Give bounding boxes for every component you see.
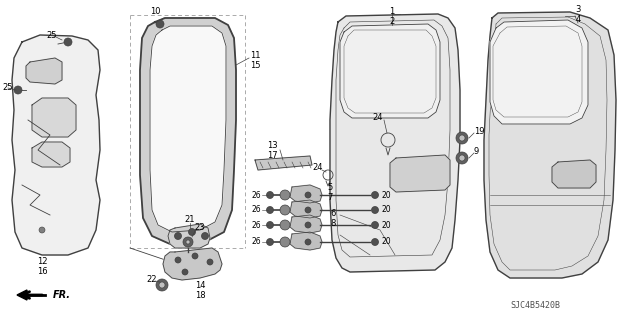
Polygon shape (32, 98, 76, 137)
Text: 1: 1 (389, 8, 395, 17)
Circle shape (175, 233, 182, 240)
Polygon shape (490, 20, 588, 124)
Circle shape (266, 221, 273, 228)
Text: 14: 14 (195, 280, 205, 290)
Polygon shape (140, 18, 236, 244)
Circle shape (459, 135, 465, 141)
Circle shape (305, 239, 311, 245)
Circle shape (371, 191, 378, 198)
Polygon shape (330, 14, 460, 272)
Polygon shape (290, 200, 322, 218)
Text: 18: 18 (195, 291, 205, 300)
Polygon shape (17, 290, 27, 300)
Text: SJC4B5420B: SJC4B5420B (510, 300, 560, 309)
Circle shape (159, 282, 165, 288)
Text: 2: 2 (389, 18, 395, 26)
Text: 26: 26 (251, 238, 261, 247)
Circle shape (266, 239, 273, 246)
Text: 26: 26 (251, 220, 261, 229)
Polygon shape (290, 215, 322, 233)
Text: 5: 5 (328, 183, 333, 192)
Text: 4: 4 (575, 16, 580, 25)
Circle shape (156, 279, 168, 291)
Circle shape (280, 205, 290, 215)
Circle shape (459, 155, 465, 161)
Polygon shape (12, 35, 100, 255)
Text: 25: 25 (47, 31, 57, 40)
Text: 10: 10 (150, 8, 160, 17)
Text: 20: 20 (382, 238, 392, 247)
Circle shape (183, 237, 193, 247)
Text: 26: 26 (251, 205, 261, 214)
Polygon shape (484, 12, 616, 278)
Circle shape (182, 269, 188, 275)
Circle shape (280, 220, 290, 230)
Circle shape (305, 222, 311, 228)
Circle shape (371, 239, 378, 246)
Circle shape (189, 228, 195, 235)
Circle shape (266, 206, 273, 213)
Text: 22: 22 (147, 276, 157, 285)
Circle shape (371, 206, 378, 213)
Circle shape (186, 240, 190, 244)
Text: 19: 19 (474, 128, 484, 137)
Circle shape (207, 259, 213, 265)
Polygon shape (290, 232, 322, 250)
Text: 24: 24 (313, 164, 323, 173)
Polygon shape (552, 160, 596, 188)
Polygon shape (290, 185, 322, 203)
Circle shape (202, 233, 209, 240)
Text: 7: 7 (327, 194, 333, 203)
Polygon shape (255, 156, 312, 170)
Circle shape (156, 20, 164, 28)
Circle shape (456, 152, 468, 164)
Circle shape (456, 132, 468, 144)
Polygon shape (150, 26, 226, 232)
Circle shape (305, 207, 311, 213)
Text: 16: 16 (36, 268, 47, 277)
Circle shape (266, 191, 273, 198)
Circle shape (14, 86, 22, 94)
Circle shape (192, 253, 198, 259)
Text: 26: 26 (251, 190, 261, 199)
Polygon shape (163, 248, 222, 280)
Text: 6: 6 (330, 209, 336, 218)
Text: 9: 9 (474, 147, 479, 157)
Text: 21: 21 (185, 216, 195, 225)
Circle shape (280, 237, 290, 247)
Text: 20: 20 (382, 205, 392, 214)
Text: 3: 3 (575, 5, 580, 14)
Polygon shape (26, 58, 62, 84)
Polygon shape (168, 224, 210, 248)
Circle shape (39, 227, 45, 233)
Text: 25: 25 (3, 84, 13, 93)
Text: 8: 8 (330, 219, 336, 227)
Circle shape (305, 192, 311, 198)
Circle shape (280, 190, 290, 200)
Circle shape (371, 221, 378, 228)
Text: 17: 17 (267, 151, 277, 160)
Text: 12: 12 (36, 257, 47, 266)
Text: 13: 13 (267, 140, 277, 150)
Text: 23: 23 (195, 224, 205, 233)
Circle shape (175, 257, 181, 263)
Text: FR.: FR. (53, 290, 71, 300)
Polygon shape (340, 24, 440, 118)
Polygon shape (390, 155, 450, 192)
Text: 20: 20 (382, 220, 392, 229)
Polygon shape (32, 142, 70, 167)
Text: 20: 20 (382, 190, 392, 199)
Circle shape (64, 38, 72, 46)
Text: 24: 24 (372, 114, 383, 122)
Text: 11: 11 (250, 50, 260, 60)
Text: 15: 15 (250, 61, 260, 70)
